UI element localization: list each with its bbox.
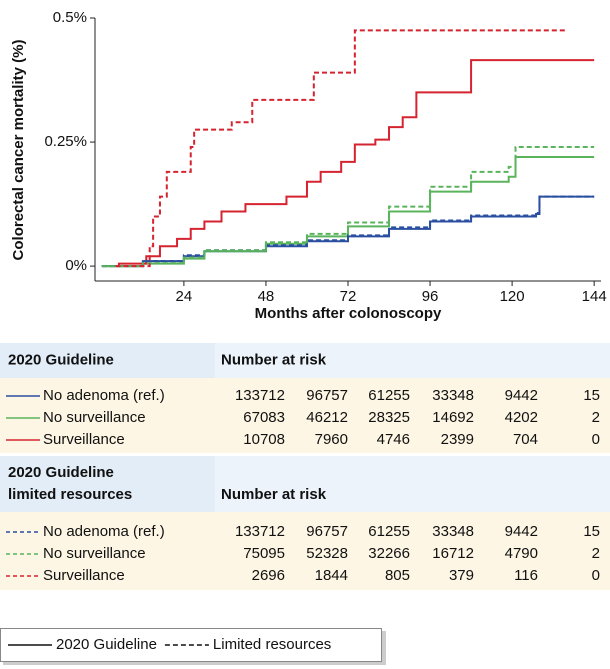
at-risk-value: 805 bbox=[385, 567, 410, 584]
table-title: 2020 Guideline bbox=[8, 351, 114, 368]
at-risk-value: 4790 bbox=[505, 545, 538, 562]
table-body-bg bbox=[0, 512, 610, 590]
at-risk-value: 32266 bbox=[368, 545, 410, 562]
step-line bbox=[101, 146, 595, 268]
at-risk-value: 96757 bbox=[306, 387, 348, 404]
table-title: 2020 Guideline bbox=[8, 464, 114, 481]
at-risk-value: 15 bbox=[583, 387, 600, 404]
at-risk-value: 0 bbox=[592, 431, 600, 448]
x-tick-label: 144 bbox=[582, 288, 607, 305]
legend-label: 2020 Guideline bbox=[56, 636, 157, 653]
at-risk-value: 28325 bbox=[368, 409, 410, 426]
row-label: No surveillance bbox=[43, 409, 146, 426]
at-risk-value: 33348 bbox=[432, 387, 474, 404]
legend-label: Limited resources bbox=[213, 636, 331, 653]
at-risk-value: 2 bbox=[592, 409, 600, 426]
x-tick-label: 48 bbox=[258, 288, 275, 305]
table-header-bg bbox=[0, 456, 215, 512]
at-risk-value: 16712 bbox=[432, 545, 474, 562]
at-risk-value: 133712 bbox=[235, 523, 285, 540]
at-risk-value: 7960 bbox=[315, 431, 348, 448]
at-risk-value: 4746 bbox=[377, 431, 410, 448]
x-tick-label: 96 bbox=[422, 288, 439, 305]
y-tick-label: 0% bbox=[65, 257, 87, 274]
row-label: No adenoma (ref.) bbox=[43, 523, 165, 540]
step-line bbox=[101, 195, 595, 268]
x-tick-label: 24 bbox=[176, 288, 193, 305]
at-risk-value: 2696 bbox=[252, 567, 285, 584]
y-axis-label: Colorectal cancer mortality (%) bbox=[10, 40, 27, 261]
table-header-bg bbox=[0, 343, 215, 378]
table-body-bg bbox=[0, 378, 610, 453]
at-risk-value: 10708 bbox=[243, 431, 285, 448]
at-risk-value: 75095 bbox=[243, 545, 285, 562]
row-label: Surveillance bbox=[43, 567, 125, 584]
at-risk-value: 96757 bbox=[306, 523, 348, 540]
x-tick-label: 120 bbox=[500, 288, 525, 305]
table-title: limited resources bbox=[8, 486, 132, 503]
at-risk-value: 52328 bbox=[306, 545, 348, 562]
at-risk-value: 67083 bbox=[243, 409, 285, 426]
at-risk-value: 1844 bbox=[315, 567, 348, 584]
at-risk-value: 2 bbox=[592, 545, 600, 562]
table-header: Number at risk bbox=[221, 351, 327, 368]
table-header-bg bbox=[215, 343, 610, 378]
at-risk-value: 33348 bbox=[432, 523, 474, 540]
at-risk-value: 15 bbox=[583, 523, 600, 540]
table-header: Number at risk bbox=[221, 486, 327, 503]
at-risk-value: 61255 bbox=[368, 387, 410, 404]
at-risk-value: 704 bbox=[513, 431, 538, 448]
row-label: No surveillance bbox=[43, 545, 146, 562]
at-risk-value: 133712 bbox=[235, 387, 285, 404]
step-line bbox=[115, 29, 567, 268]
at-risk-value: 46212 bbox=[306, 409, 348, 426]
at-risk-value: 0 bbox=[592, 567, 600, 584]
at-risk-value: 14692 bbox=[432, 409, 474, 426]
x-axis-label: Months after colonoscopy bbox=[255, 305, 442, 322]
at-risk-value: 61255 bbox=[368, 523, 410, 540]
row-label: No adenoma (ref.) bbox=[43, 387, 165, 404]
row-label: Surveillance bbox=[43, 431, 125, 448]
step-line bbox=[115, 59, 595, 268]
at-risk-value: 4202 bbox=[505, 409, 538, 426]
at-risk-value: 2399 bbox=[441, 431, 474, 448]
at-risk-value: 9442 bbox=[505, 387, 538, 404]
at-risk-value: 379 bbox=[449, 567, 474, 584]
y-tick-label: 0.5% bbox=[53, 9, 87, 26]
y-tick-label: 0.25% bbox=[44, 133, 87, 150]
x-tick-label: 72 bbox=[340, 288, 357, 305]
at-risk-value: 9442 bbox=[505, 523, 538, 540]
at-risk-value: 116 bbox=[514, 567, 538, 584]
step-line bbox=[101, 155, 595, 268]
table-header-bg bbox=[215, 456, 610, 512]
